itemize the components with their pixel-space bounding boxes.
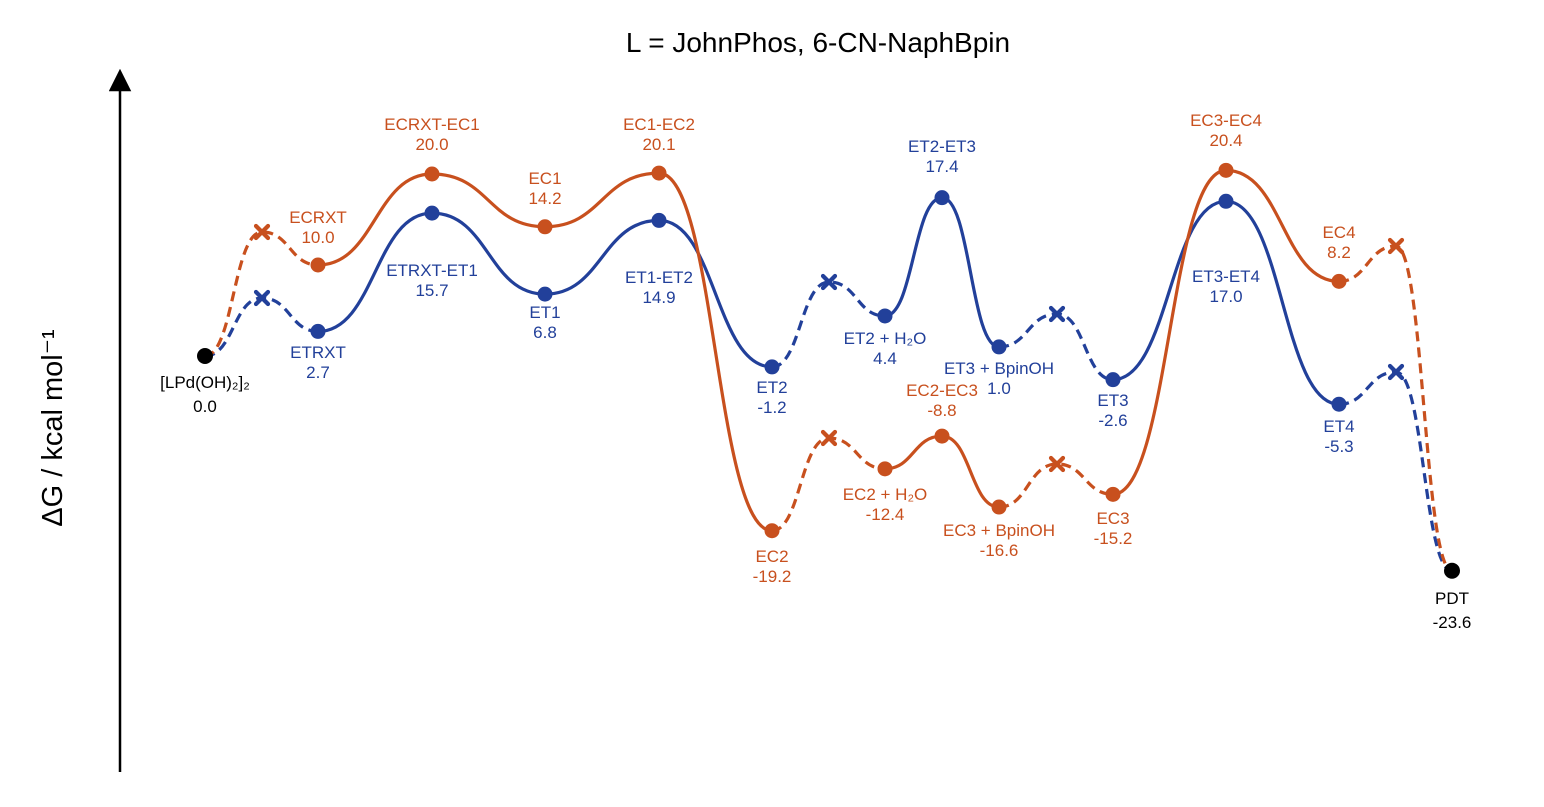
- label-name-ec2: EC2: [755, 547, 788, 566]
- label-value-et2-et3: 17.4: [925, 157, 958, 176]
- label-value-et3: -2.6: [1098, 411, 1127, 430]
- label-value-et1-et2: 14.9: [642, 288, 675, 307]
- label-value-ec4: 8.2: [1327, 243, 1351, 262]
- point-ec3-bpinoh: [991, 499, 1007, 515]
- label-name-et2: ET2: [756, 378, 787, 397]
- label-name-ec3-bpinoh: EC3 + BpinOH: [943, 521, 1055, 540]
- et-x-marker-3: [1387, 363, 1405, 381]
- point-pdt: [1444, 562, 1460, 579]
- et-x-marker-1: [820, 273, 838, 291]
- label-name-ec1: EC1: [528, 169, 561, 188]
- label-name-ec3-ec4: EC3-EC4: [1190, 111, 1262, 130]
- point-etrxt-et1: [424, 205, 440, 221]
- ec-dashed-segment-2: [998, 462, 1114, 509]
- point-ec1-ec2: [651, 165, 667, 181]
- label-value-et3-et4: 17.0: [1209, 287, 1242, 306]
- label-name-et4: ET4: [1323, 417, 1354, 436]
- label-value-et1: 6.8: [533, 323, 557, 342]
- label-value-ec3-ec4: 20.4: [1209, 131, 1242, 150]
- label-value-et2-h2o: 4.4: [873, 349, 897, 368]
- point-ec3: [1105, 486, 1121, 502]
- point-start: [197, 348, 213, 364]
- label-name-ec2-h2o: EC2 + H₂O: [843, 485, 928, 504]
- ec-x-marker-1: [820, 429, 838, 447]
- label-value-ec1-ec2: 20.1: [642, 135, 675, 154]
- label-name-ecrxt-ec1: ECRXT-EC1: [384, 115, 479, 134]
- label-name-etrxt-et1: ETRXT-ET1: [386, 261, 478, 280]
- label-name-ec1-ec2: EC1-EC2: [623, 115, 695, 134]
- point-ecrxt-ec1: [424, 166, 440, 182]
- ec-x-marker-2: [1048, 455, 1066, 473]
- label-value-ec1: 14.2: [528, 189, 561, 208]
- label-name-et3-bpinoh: ET3 + BpinOH: [944, 359, 1054, 378]
- ec-solid-segment-0: [317, 171, 773, 533]
- point-et2-h2o: [877, 308, 893, 324]
- et-solid-segment-1: [884, 196, 1000, 349]
- label-name-et3: ET3: [1097, 391, 1128, 410]
- label-name-et1-et2: ET1-ET2: [625, 268, 693, 287]
- label-value-ec3: -15.2: [1094, 529, 1133, 548]
- point-etrxt: [310, 323, 326, 339]
- ec-dashed-segment-3: [1338, 244, 1453, 573]
- point-ec3-ec4: [1218, 162, 1234, 178]
- label-name-et2-h2o: ET2 + H₂O: [844, 329, 927, 348]
- ec-x-marker-3: [1387, 237, 1405, 255]
- point-et3-et4: [1218, 193, 1234, 209]
- point-ec2-h2o: [877, 461, 893, 477]
- label-name-et2-et3: ET2-ET3: [908, 137, 976, 156]
- point-et3-bpinoh: [991, 339, 1007, 355]
- point-ec2-ec3: [934, 428, 950, 444]
- label-value-et2: -1.2: [757, 398, 786, 417]
- y-axis-label: ΔG / kcal mol⁻¹: [37, 329, 69, 527]
- label-name-pdt: PDT: [1435, 589, 1469, 608]
- point-ec4: [1331, 273, 1347, 289]
- label-value-et4: -5.3: [1324, 437, 1353, 456]
- label-name-ec3: EC3: [1096, 509, 1129, 528]
- label-name-start: [LPd(OH)₂]₂: [160, 373, 250, 392]
- label-value-ec2-ec3: -8.8: [927, 401, 956, 420]
- label-value-et3-bpinoh: 1.0: [987, 379, 1011, 398]
- label-name-ec4: EC4: [1322, 223, 1355, 242]
- ec-dashed-segment-1: [771, 436, 886, 533]
- et-dashed-segment-1: [771, 280, 886, 369]
- label-value-ec2: -19.2: [753, 567, 792, 586]
- ec-dashed-segment-0: [204, 230, 319, 358]
- energy-markers: [197, 162, 1460, 579]
- label-name-ecrxt: ECRXT: [289, 208, 347, 227]
- point-ec1: [537, 219, 553, 235]
- et-x-marker-0: [253, 289, 271, 307]
- label-value-ec2-h2o: -12.4: [866, 505, 905, 524]
- label-value-pdt: -23.6: [1433, 613, 1472, 632]
- label-value-ecrxt-ec1: 20.0: [415, 135, 448, 154]
- point-et3: [1105, 372, 1121, 388]
- label-value-ec3-bpinoh: -16.6: [980, 541, 1019, 560]
- point-et1: [537, 286, 553, 302]
- ec-x-marker-0: [253, 223, 271, 241]
- label-value-start: 0.0: [193, 397, 217, 416]
- point-et4: [1331, 396, 1347, 412]
- et-dashed-segment-3: [1338, 370, 1453, 573]
- label-name-ec2-ec3: EC2-EC3: [906, 381, 978, 400]
- et-x-marker-2: [1048, 305, 1066, 323]
- label-value-etrxt: 2.7: [306, 363, 330, 382]
- energy-curves: [204, 168, 1453, 573]
- point-et2: [764, 359, 780, 375]
- point-et1-et2: [651, 212, 667, 228]
- point-et2-et3: [934, 190, 950, 206]
- label-value-etrxt-et1: 15.7: [415, 281, 448, 300]
- point-ecrxt: [310, 257, 326, 273]
- chart-title: L = JohnPhos, 6-CN-NaphBpin: [626, 27, 1010, 58]
- label-name-et3-et4: ET3-ET4: [1192, 267, 1260, 286]
- label-name-etrxt: ETRXT: [290, 343, 346, 362]
- ec-solid-segment-2: [1112, 168, 1340, 496]
- point-ec2: [764, 523, 780, 539]
- label-value-ecrxt: 10.0: [301, 228, 334, 247]
- label-name-et1: ET1: [529, 303, 560, 322]
